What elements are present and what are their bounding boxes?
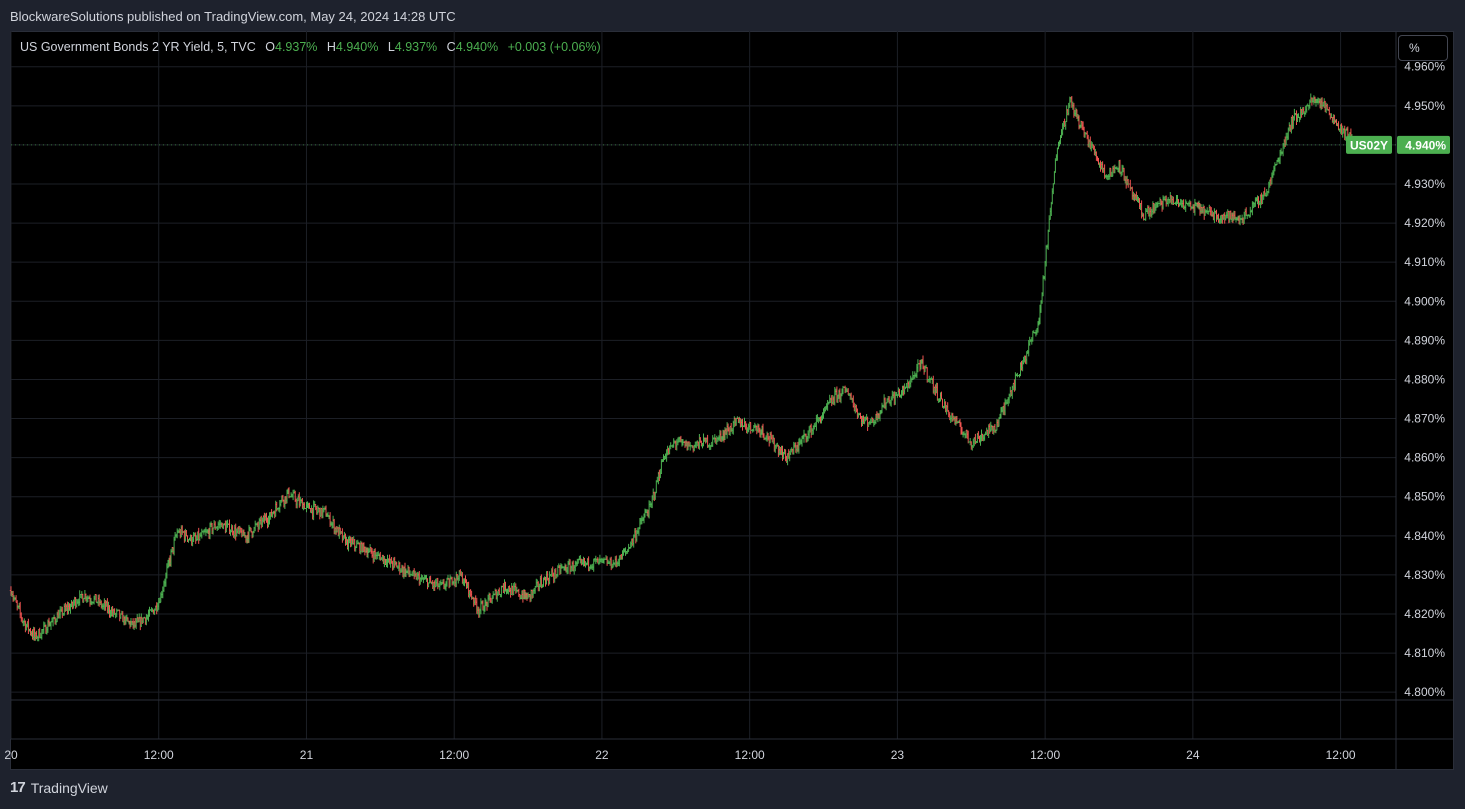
close-value: 4.940% (455, 40, 499, 54)
x-tick-label: 22 (595, 748, 609, 762)
x-tick-label: 12:00 (439, 748, 469, 762)
x-tick-label: 12:00 (1030, 748, 1060, 762)
x-tick-label: 24 (1186, 748, 1200, 762)
y-tick-label: 4.860% (1404, 451, 1445, 465)
x-tick-label: 12:00 (735, 748, 765, 762)
change-value: +0.003 (+0.06%) (507, 40, 601, 54)
low-value: 4.937% (394, 40, 438, 54)
y-tick-label: 4.900% (1404, 294, 1445, 308)
symbol-tag (1346, 135, 1392, 154)
tradingview-brand: TradingView (30, 779, 108, 796)
ohlc-bar (1047, 229, 1050, 250)
x-tick-label: 21 (300, 748, 314, 762)
open-label: O (265, 40, 275, 54)
high-value: 4.940% (335, 40, 379, 54)
price-tag (1397, 135, 1450, 154)
tradingview-logo-icon: 17 (10, 779, 26, 796)
x-tick-label: 23 (891, 748, 905, 762)
y-tick-label: 4.920% (1404, 216, 1445, 230)
symbol-legend: US Government Bonds 2 YR Yield, 5, TVC O… (20, 40, 601, 54)
y-tick-label: 4.870% (1404, 412, 1445, 426)
y-tick-label: 4.930% (1404, 177, 1445, 191)
x-tick-label: 20 (4, 748, 18, 762)
y-tick-label: 4.830% (1404, 568, 1445, 582)
y-tick-label: 4.820% (1404, 607, 1445, 621)
high-label: H (326, 40, 336, 54)
y-tick-label: 4.810% (1404, 646, 1445, 660)
y-tick-label: 4.910% (1404, 255, 1445, 269)
chart-frame[interactable] (10, 31, 1454, 770)
y-tick-label: 4.890% (1404, 333, 1445, 347)
symbol-title[interactable]: US Government Bonds 2 YR Yield, 5, TVC (20, 40, 256, 54)
ohlc-bars (9, 93, 1379, 642)
y-tick-label: 4.950% (1404, 99, 1445, 113)
low-label: L (387, 40, 395, 54)
open-value: 4.937% (275, 40, 318, 54)
y-tick-label: 4.880% (1404, 372, 1445, 386)
symbol-tag-label: US02Y (1350, 138, 1388, 152)
ohlc-bar (1053, 171, 1056, 185)
y-tick-label: 4.800% (1404, 685, 1445, 699)
y-tick-label: 4.960% (1404, 60, 1445, 74)
percent-scale-button[interactable]: % (1398, 35, 1448, 61)
y-tick-label: 4.840% (1404, 529, 1445, 543)
y-tick-label: 4.850% (1404, 490, 1445, 504)
publisher-line: BlockwareSolutions published on TradingV… (10, 9, 456, 24)
price-tag-label: 4.940% (1405, 138, 1446, 152)
x-tick-label: 12:00 (144, 748, 174, 762)
x-tick-label: 12:00 (1326, 748, 1356, 762)
footer-branding[interactable]: 17 TradingView (10, 779, 108, 796)
close-label: C (446, 40, 456, 54)
